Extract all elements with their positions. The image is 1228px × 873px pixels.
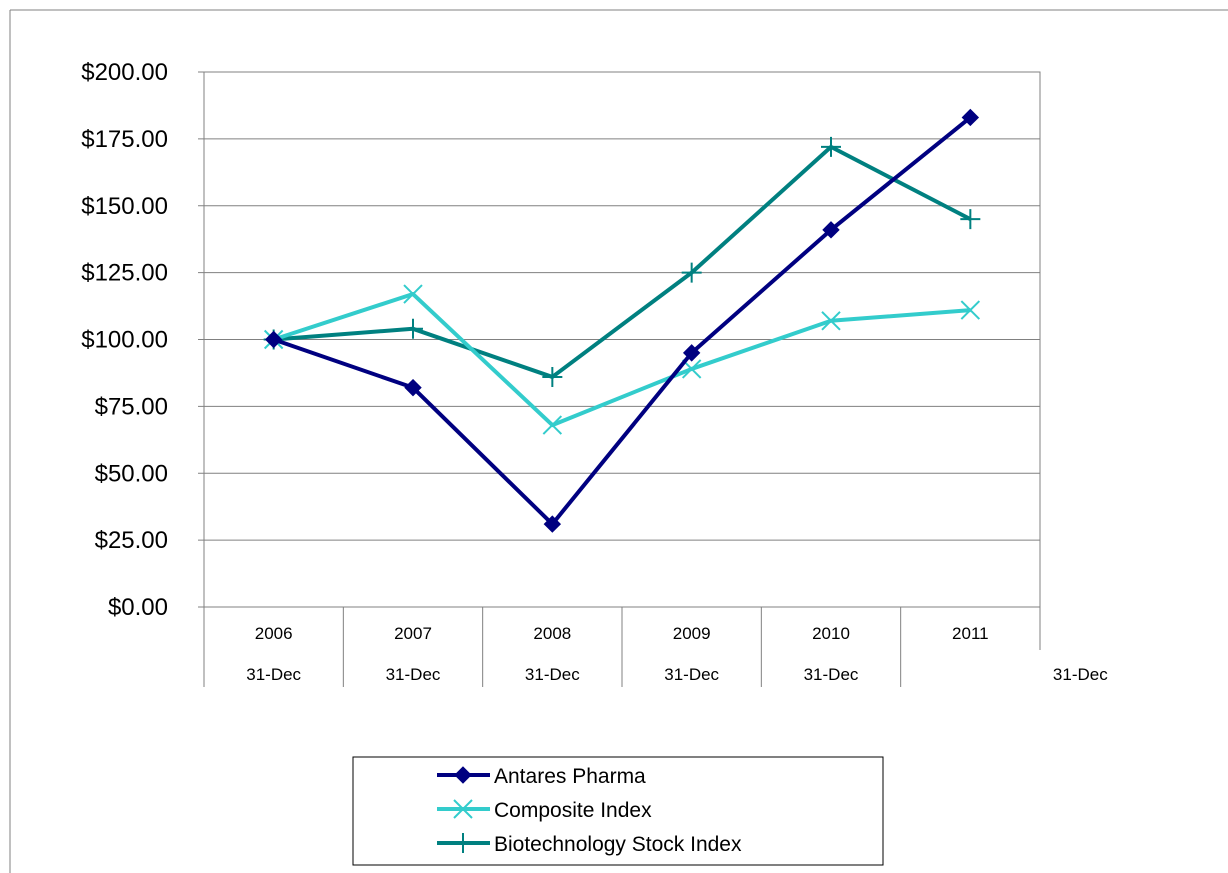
x-sub-label: 31-Dec <box>246 665 301 684</box>
legend-label: Biotechnology Stock Index <box>494 833 742 856</box>
x-tick-label: 2006 <box>255 624 293 643</box>
legend-label: Antares Pharma <box>494 765 646 788</box>
series-layer <box>263 108 981 533</box>
legend-marker <box>454 766 472 784</box>
y-tick-label: $25.00 <box>95 527 168 554</box>
legend-marker <box>453 799 473 819</box>
y-axis-ticks: $0.00 $25.00 $50.00 $75.00 $100.00 $125.00 $15… <box>81 59 204 621</box>
data-point <box>960 300 981 320</box>
series-line <box>273 144 972 379</box>
y-tick-label: $100.00 <box>81 327 168 354</box>
series-antares-pharma <box>264 108 980 533</box>
x-tick-label: 2007 <box>394 624 432 643</box>
legend-item: Biotechnology Stock Index <box>437 833 742 856</box>
y-tick-label: $200.00 <box>81 59 168 86</box>
x-tick-label: 2011 <box>952 624 989 643</box>
data-point <box>542 415 563 435</box>
data-point <box>821 311 841 331</box>
legend-marker <box>453 833 473 853</box>
y-tick-label: $0.00 <box>108 594 168 621</box>
series-line <box>273 115 972 527</box>
legend: Antares Pharma Composite Index Biotechnolo… <box>437 765 742 856</box>
gridlines <box>204 138 1040 541</box>
y-tick-label: $50.00 <box>95 460 168 487</box>
x-tick-label: 2008 <box>533 624 571 643</box>
legend-item: Composite Index <box>437 799 652 822</box>
y-tick-label: $75.00 <box>95 393 168 420</box>
data-point <box>682 344 701 362</box>
data-point <box>264 330 283 349</box>
data-point <box>543 515 562 533</box>
legend-label: Composite Index <box>494 799 652 822</box>
x-sub-label: 31-Dec <box>1053 665 1108 684</box>
data-point <box>822 221 840 239</box>
y-tick-label: $175.00 <box>81 126 168 153</box>
x-sub-label: 31-Dec <box>386 665 441 684</box>
series-biotechnology-stock-index <box>263 136 981 387</box>
x-tick-label: 2010 <box>812 624 850 643</box>
series-composite-index <box>263 284 981 435</box>
x-sub-label: 31-Dec <box>804 665 859 684</box>
data-point <box>821 136 841 157</box>
data-point <box>542 366 563 387</box>
data-point <box>403 284 423 304</box>
data-point <box>681 262 702 283</box>
data-point <box>960 209 981 230</box>
x-sub-label: 31-Dec <box>525 665 580 684</box>
legend-item: Antares Pharma <box>437 765 646 788</box>
data-point <box>404 378 422 397</box>
y-tick-label: $125.00 <box>81 260 168 287</box>
x-tick-label: 2009 <box>673 624 711 643</box>
series-line <box>273 292 971 428</box>
x-axis: 2006 2007 2008 2009 2010 2011 31-Dec 31-Dec 31-D… <box>203 607 1108 687</box>
data-point <box>403 318 423 339</box>
y-tick-label: $150.00 <box>81 193 168 220</box>
data-point <box>961 108 980 127</box>
x-sub-label: 31-Dec <box>664 665 719 684</box>
